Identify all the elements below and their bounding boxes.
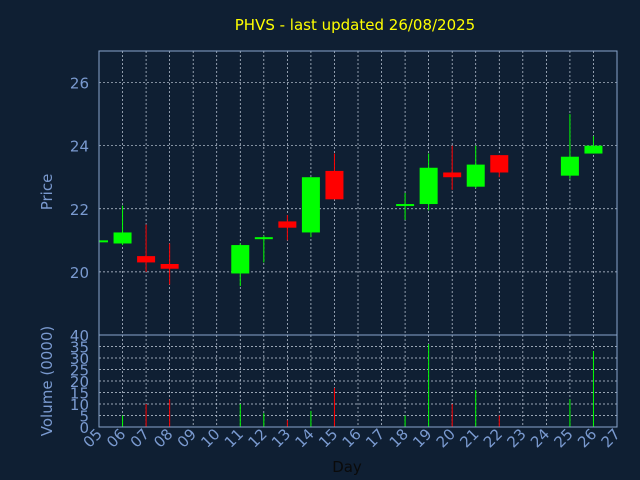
- x-tick-labels: 0506070809101112131415161718192021222324…: [80, 425, 624, 451]
- x-tick-label: 08: [150, 425, 176, 451]
- candle-body: [160, 264, 179, 269]
- x-tick-label: 17: [362, 425, 388, 451]
- volume-tick-label: 25: [70, 362, 89, 380]
- x-tick-label: 16: [339, 425, 365, 451]
- x-tick-label: 23: [503, 425, 529, 451]
- candle: [301, 177, 320, 238]
- volume-tick-label: 30: [70, 350, 89, 368]
- candle-body: [99, 240, 108, 243]
- candle: [137, 224, 156, 272]
- candle: [325, 153, 344, 200]
- x-tick-label: 09: [174, 425, 200, 451]
- candle-body: [325, 170, 344, 200]
- candle-body: [113, 232, 132, 244]
- price-panel: 20 22 24 26: [70, 50, 618, 336]
- volume-tick-label: 10: [70, 396, 89, 414]
- volume-tick-label: 0: [79, 419, 89, 437]
- volume-tick-label: 35: [70, 339, 89, 357]
- x-tick-label: 06: [103, 425, 129, 451]
- x-tick-label: 15: [315, 425, 341, 451]
- x-tick-label: 22: [480, 425, 506, 451]
- candle: [584, 136, 603, 154]
- x-tick-label: 12: [244, 425, 270, 451]
- candle-body: [443, 172, 462, 178]
- candle: [466, 145, 485, 189]
- price-tick-label: 20: [70, 264, 89, 282]
- candle-body: [137, 256, 156, 263]
- candle-body: [490, 155, 509, 173]
- volume-frame: [98, 334, 618, 428]
- price-tick-label: 26: [70, 75, 89, 93]
- candle: [278, 215, 297, 241]
- candle: [443, 145, 462, 190]
- candle-body: [466, 164, 485, 187]
- x-tick-label: 26: [574, 425, 600, 451]
- x-tick-label: 25: [551, 425, 577, 451]
- candle-body: [254, 237, 273, 240]
- candle: [419, 153, 438, 211]
- x-tick-label: 07: [127, 425, 153, 451]
- candle: [490, 155, 509, 178]
- x-tick-label: 18: [386, 425, 412, 451]
- candle-body: [560, 156, 579, 176]
- candle: [396, 193, 415, 220]
- candle: [560, 114, 579, 179]
- chart-title: PHVS - last updated 26/08/2025: [235, 16, 475, 34]
- x-tick-label: 13: [268, 425, 294, 451]
- x-tick-label: 14: [292, 425, 318, 451]
- x-tick-label: 11: [221, 425, 247, 451]
- candle-body: [584, 145, 603, 154]
- x-tick-label: 10: [197, 425, 223, 451]
- candle: [231, 243, 250, 287]
- x-tick-label: 19: [409, 425, 435, 451]
- x-tick-label: 21: [456, 425, 482, 451]
- price-tick-label: 24: [70, 138, 89, 156]
- x-tick-label: 24: [527, 425, 553, 451]
- volume-axis-label: Volume (0000): [38, 326, 56, 436]
- volume-tick-label: 5: [79, 408, 89, 426]
- candle: [98, 238, 108, 243]
- candle: [160, 243, 179, 285]
- candle-body: [419, 167, 438, 205]
- price-tick-label: 22: [70, 201, 89, 219]
- x-tick-label: 27: [598, 425, 624, 451]
- candle: [254, 235, 273, 263]
- x-axis-label: Day: [332, 458, 362, 476]
- candle-body: [231, 245, 250, 274]
- candle-body: [301, 177, 320, 233]
- candle-body: [396, 204, 415, 207]
- x-tick-label: 20: [433, 425, 459, 451]
- volume-tick-label: 15: [70, 385, 89, 403]
- volume-tick-label: 20: [70, 373, 89, 391]
- volume-tick-label: 40: [70, 327, 89, 345]
- price-axis-label: Price: [38, 174, 56, 211]
- candle: [113, 205, 132, 246]
- candle-body: [278, 221, 297, 228]
